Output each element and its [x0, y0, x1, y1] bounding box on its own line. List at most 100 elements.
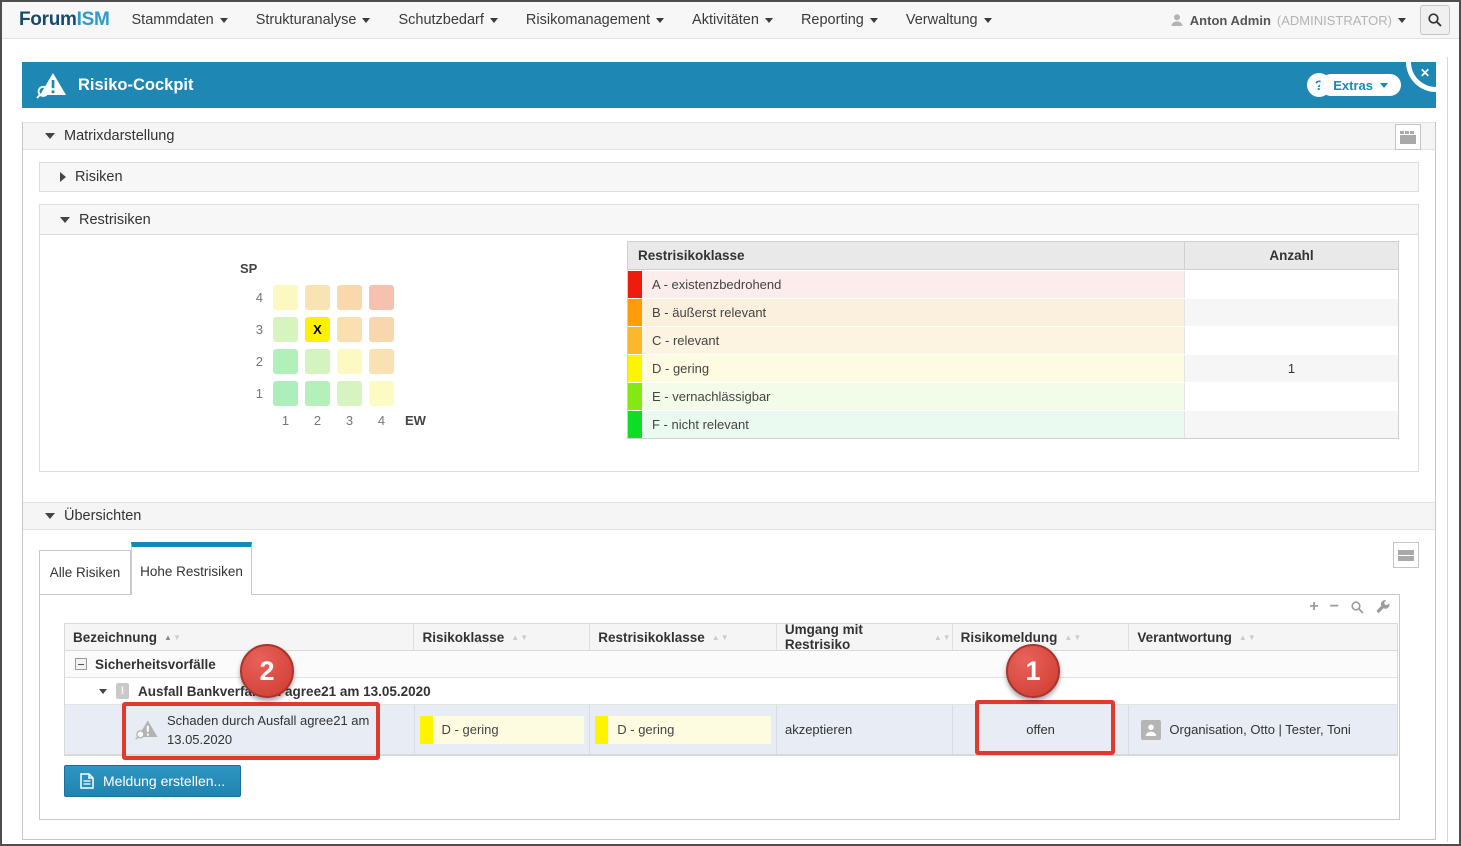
tab-alle-risiken[interactable]: Alle Risiken — [39, 550, 131, 594]
chevron-down-icon — [490, 18, 498, 23]
meldung-status: offen — [1026, 722, 1055, 737]
group-label: Sicherheitsvorfälle — [95, 657, 216, 672]
search-button[interactable] — [1420, 5, 1450, 35]
risk-cockpit-icon — [36, 71, 68, 99]
umgang-value: akzeptieren — [785, 722, 852, 737]
detail-row-schaden[interactable]: Schaden durch Ausfall agree21 am 13.05.2… — [65, 705, 1397, 755]
search-icon[interactable] — [1350, 600, 1365, 615]
list-view-button[interactable] — [1393, 542, 1419, 568]
sort-icons[interactable]: ▲▼ — [934, 633, 952, 642]
matrix-col-label: 1 — [273, 413, 298, 438]
table-toolbar: + − — [1309, 599, 1391, 615]
class-label: F - nicht relevant — [642, 411, 1184, 438]
section-restrisiken[interactable]: Restrisiken — [40, 205, 1418, 235]
chevron-down-icon — [220, 18, 228, 23]
collapse-triangle-icon — [45, 513, 55, 519]
restrisiko-row-e: E - vernachlässigbar — [628, 382, 1398, 410]
restrisiko-table-header: Restrisikoklasse Anzahl — [628, 242, 1398, 270]
section-matrixdarstellung[interactable]: Matrixdarstellung — [23, 122, 1435, 150]
matrix-row-label: 4 — [240, 285, 266, 310]
verantwortung-value: Organisation, Otto | Tester, Toni — [1169, 722, 1350, 737]
column-label: Restrisikoklasse — [598, 630, 705, 645]
restrisiko-row-c: C - relevant — [628, 326, 1398, 354]
matrix-col-label: 4 — [369, 413, 394, 438]
extras-button[interactable]: Extras — [1320, 74, 1401, 96]
restrisiko-row-f: F - nicht relevant — [628, 410, 1398, 438]
class-color-bar — [628, 299, 642, 326]
column-header-umgang-mit-restrisiko[interactable]: Umgang mit Restrisiko ▲▼ — [777, 624, 953, 650]
menu-schutzbedarf[interactable]: Schutzbedarf — [398, 12, 497, 28]
user-name: Anton Admin — [1190, 13, 1271, 28]
page-title: Risiko-Cockpit — [78, 76, 194, 95]
group-row-sicherheitsvorfaelle[interactable]: Sicherheitsvorfälle — [65, 651, 1397, 678]
plus-icon[interactable]: + — [1309, 599, 1318, 615]
collapse-minus-icon[interactable] — [75, 658, 87, 670]
restrisikoklasse-value: D - gering — [617, 722, 674, 737]
matrix-view-button[interactable] — [1395, 124, 1421, 150]
menu-label: Stammdaten — [132, 12, 214, 28]
cell-bezeichnung: Schaden durch Ausfall agree21 am 13.05.2… — [65, 705, 415, 754]
cockpit-body: Matrixdarstellung Risiken Restrisiken — [22, 122, 1436, 840]
menu-aktivit-ten[interactable]: Aktivitäten — [692, 12, 773, 28]
tab-hohe-restrisiken[interactable]: Hohe Restrisiken — [131, 542, 252, 595]
matrix-cell-sp4-ew4 — [369, 285, 394, 310]
extras-label: Extras — [1333, 78, 1373, 93]
matrix-cell-sp1-ew1 — [273, 381, 298, 406]
close-button[interactable]: ✕ — [1406, 62, 1436, 92]
menu-reporting[interactable]: Reporting — [801, 12, 878, 28]
chevron-down-icon — [1398, 18, 1406, 23]
risk-warning-icon — [135, 719, 159, 740]
matrix-cell-sp1-ew2 — [305, 381, 330, 406]
minus-icon[interactable]: − — [1330, 599, 1339, 615]
menu-risikomanagement[interactable]: Risikomanagement — [526, 12, 664, 28]
menu-verwaltung[interactable]: Verwaltung — [906, 12, 992, 28]
sort-icons[interactable]: ▲▼ — [164, 633, 182, 642]
wrench-icon[interactable] — [1376, 600, 1391, 615]
menu-label: Risikomanagement — [526, 12, 650, 28]
sort-icons[interactable]: ▲▼ — [712, 633, 730, 642]
column-label: Umgang mit Restrisiko — [785, 622, 927, 652]
chevron-down-icon — [984, 18, 992, 23]
tab-label: Hohe Restrisiken — [140, 564, 243, 579]
class-color-bar — [628, 327, 642, 354]
class-label: C - relevant — [642, 327, 1184, 354]
column-header-bezeichnung[interactable]: Bezeichnung▲▼ — [65, 624, 414, 650]
meldung-erstellen-button[interactable]: Meldung erstellen... — [64, 765, 241, 797]
matrix-view-icon — [1400, 131, 1416, 144]
app-logo[interactable]: ForumISM — [19, 9, 110, 31]
section-label: Übersichten — [64, 508, 141, 524]
restrisiko-table: Restrisikoklasse Anzahl A - existenzbedr… — [627, 241, 1399, 439]
scrollbar-track[interactable] — [1447, 57, 1448, 842]
restrisiko-table-body: A - existenzbedrohendB - äußerst relevan… — [628, 270, 1398, 438]
menu-label: Verwaltung — [906, 12, 978, 28]
sort-icons[interactable]: ▲▼ — [1064, 633, 1082, 642]
person-icon — [1141, 720, 1161, 740]
cell-verantwortung: Organisation, Otto | Tester, Toni — [1129, 705, 1397, 754]
logo-part-2: ISM — [77, 9, 110, 30]
column-header-restrisikoklasse[interactable]: Restrisikoklasse ▲▼ — [590, 624, 777, 650]
section-risiken[interactable]: Risiken — [39, 162, 1419, 192]
matrix-cell-sp1-ew3 — [337, 381, 362, 406]
class-count — [1184, 271, 1398, 298]
column-header-verantwortung[interactable]: Verantwortung▲▼ — [1129, 624, 1397, 650]
document-icon — [80, 773, 94, 789]
chevron-down-icon — [765, 18, 773, 23]
collapse-triangle-icon — [45, 133, 55, 139]
column-header-risikoklasse[interactable]: Risikoklasse ▲▼ — [414, 624, 590, 650]
menu-strukturanalyse[interactable]: Strukturanalyse — [256, 12, 371, 28]
matrix-row-label: 1 — [240, 381, 266, 406]
column-label: Risikoklasse — [422, 630, 504, 645]
x-axis-label: EW — [401, 413, 435, 438]
risk-row-ausfall-bankverfahren[interactable]: ! Ausfall Bankverfahren agree21 am 13.05… — [65, 678, 1397, 705]
section-uebersichten[interactable]: Übersichten — [23, 502, 1435, 530]
user-menu[interactable]: Anton Admin (ADMINISTRATOR) — [1170, 13, 1406, 28]
overview-table: Bezeichnung▲▼Risikoklasse▲▼Restrisikokla… — [64, 623, 1398, 756]
collapse-triangle-icon[interactable] — [99, 689, 107, 694]
column-label: Risikomeldung — [961, 630, 1058, 645]
menu-stammdaten[interactable]: Stammdaten — [132, 12, 228, 28]
column-header-risikomeldung[interactable]: Risikomeldung ▲▼ — [953, 624, 1130, 650]
column-header-restrisikoklasse: Restrisikoklasse — [628, 242, 1184, 269]
sort-icons[interactable]: ▲▼ — [1239, 633, 1257, 642]
sort-icons[interactable]: ▲▼ — [511, 633, 529, 642]
chevron-down-icon — [656, 18, 664, 23]
